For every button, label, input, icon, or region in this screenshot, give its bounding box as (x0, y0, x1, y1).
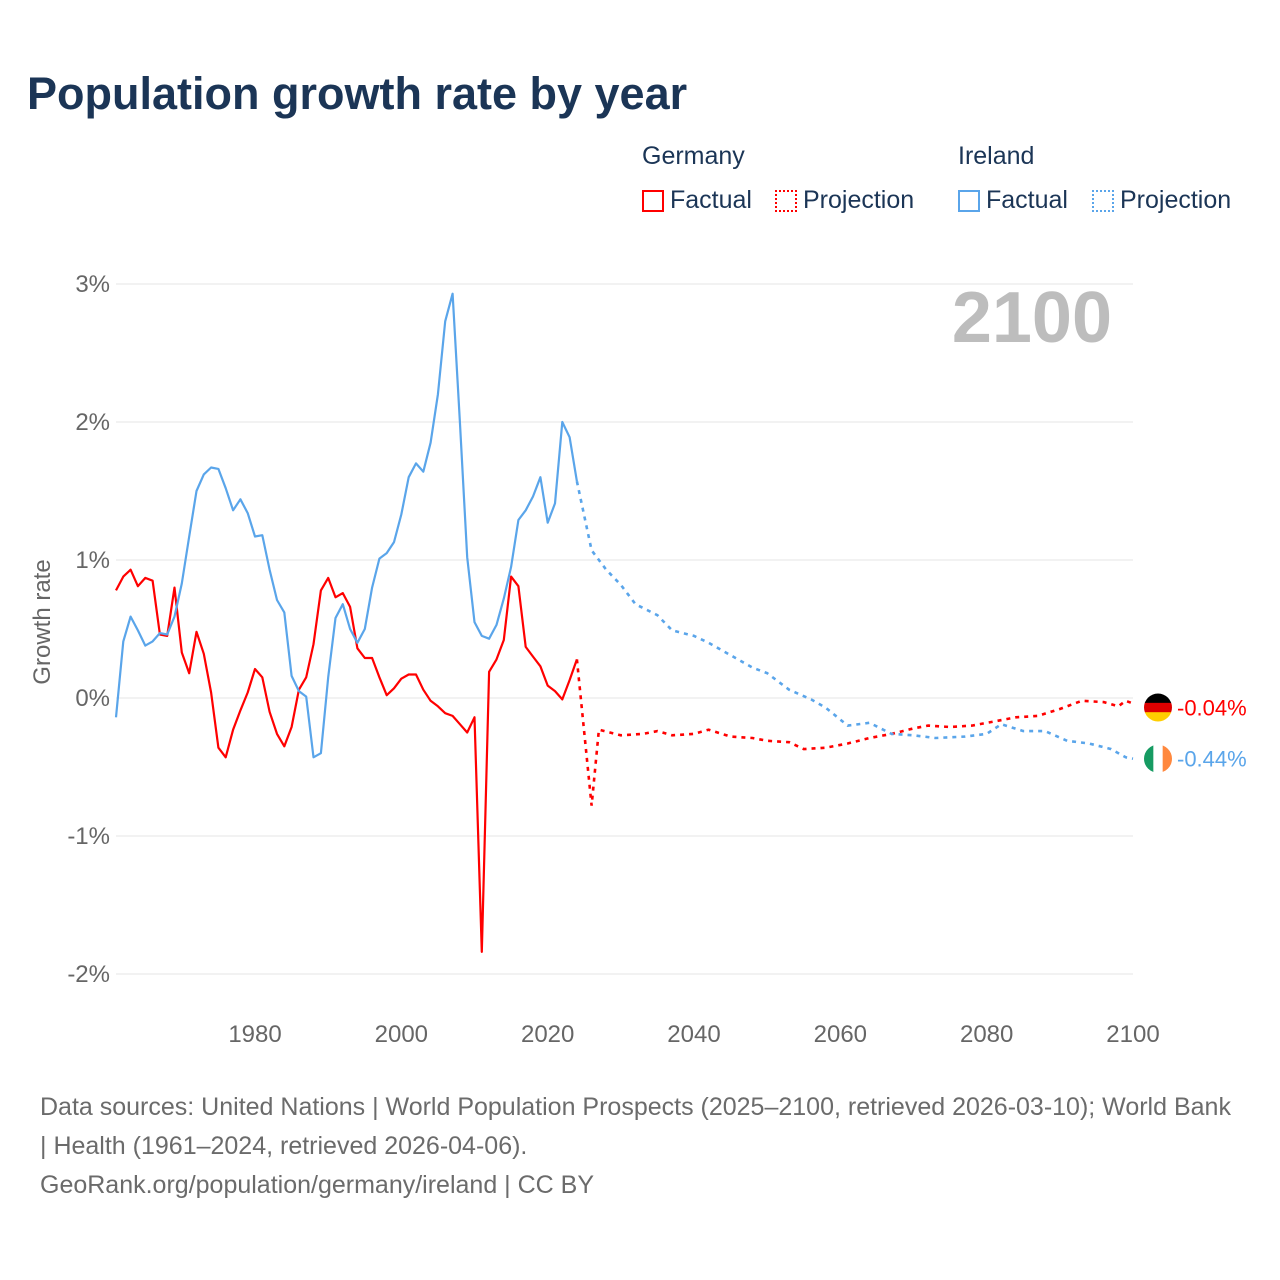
data-sources: Data sources: United Nations | World Pop… (40, 1093, 1231, 1160)
germany-end-label: -0.04% (1177, 696, 1247, 721)
chart-title: Population growth rate by year (27, 68, 688, 119)
legend-ireland-factual[interactable]: Factual (958, 186, 1068, 215)
legend-ireland: Ireland Factual Projection (958, 142, 1258, 222)
y-tick-label: -1% (67, 823, 110, 850)
x-tick-label: 2080 (960, 1021, 1013, 1048)
attribution-link[interactable]: GeoRank.org/population/germany/ireland |… (40, 1171, 595, 1199)
legend-germany-projection[interactable]: Projection (775, 186, 914, 215)
footer: Data sources: United Nations | World Pop… (40, 1088, 1240, 1205)
y-tick-label: 1% (75, 547, 110, 574)
germany-flag-icon (1144, 693, 1172, 722)
x-tick-label: 2060 (814, 1021, 867, 1048)
legend-label: Projection (803, 186, 915, 214)
y-axis-label: Growth rate (29, 559, 56, 684)
dotted-swatch-icon (1092, 189, 1114, 212)
germany-projection-line (575, 659, 1134, 806)
y-tick-label: 3% (75, 271, 110, 298)
x-tick-label: 2040 (667, 1021, 720, 1048)
legend-ireland-projection[interactable]: Projection (1092, 186, 1231, 215)
legend-germany: Germany Factual Projection (642, 142, 942, 222)
plot-area: 3% 2% 1% 0% -1% -2% 1980 2000 2020 2040 2060 2080 21… (29, 271, 1247, 1048)
dotted-swatch-icon (775, 189, 797, 212)
solid-swatch-icon (958, 189, 980, 212)
legend-label: Factual (670, 186, 752, 214)
x-tick-label: 1980 (228, 1021, 281, 1048)
y-tick-label: 2% (75, 409, 110, 436)
x-tick-label: 2000 (375, 1021, 428, 1048)
legend-germany-factual[interactable]: Factual (642, 186, 752, 215)
x-tick-label: 2020 (521, 1021, 574, 1048)
legend-germany-title: Germany (642, 142, 745, 170)
ireland-end-label: -0.44% (1177, 747, 1247, 772)
year-watermark: 2100 (952, 278, 1112, 358)
legend-label: Projection (1120, 186, 1232, 214)
ireland-factual-line (114, 292, 578, 759)
y-tick-label: 0% (75, 685, 110, 712)
x-tick-label: 2100 (1106, 1021, 1159, 1048)
germany-factual-line (115, 568, 578, 954)
y-tick-label: -2% (67, 961, 110, 988)
legend-ireland-title: Ireland (958, 142, 1035, 170)
ireland-flag-icon (1144, 744, 1172, 773)
ireland-projection-line (575, 481, 1134, 760)
solid-swatch-icon (642, 189, 664, 212)
legend-label: Factual (986, 186, 1068, 214)
